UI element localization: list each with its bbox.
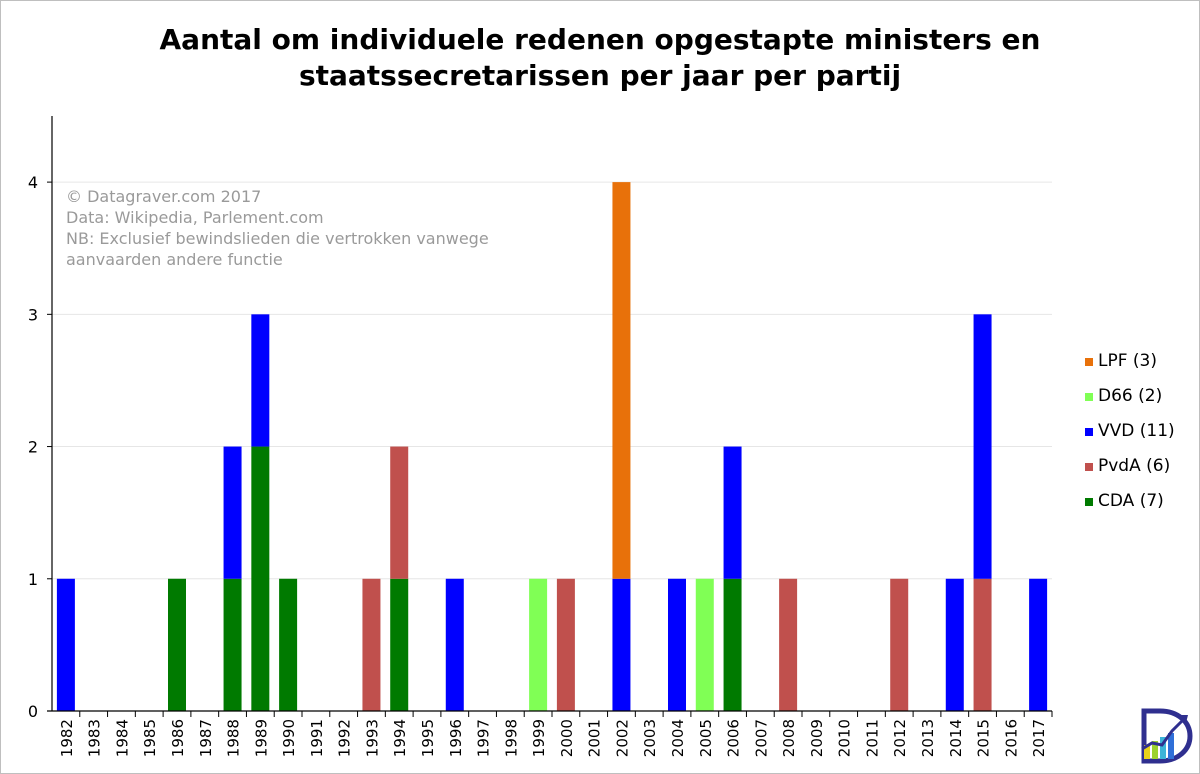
x-tick-label-2002: 2002 [613, 719, 631, 757]
x-tick-label-2008: 2008 [780, 719, 798, 757]
x-tick-label-2001: 2001 [586, 719, 604, 757]
bar-cda-1990 [279, 578, 298, 711]
y-tick-label-0: 0 [28, 702, 38, 721]
annotation-note-continued: aanvaarden andere functie [66, 250, 283, 269]
bar-vvd-1996 [445, 578, 464, 711]
legend-label-lpf: LPF (3) [1098, 351, 1157, 371]
y-tick-label-2: 2 [28, 438, 38, 457]
bar-vvd-2004 [668, 578, 686, 711]
x-tick-label-1996: 1996 [447, 719, 465, 757]
bar-cda-2006 [723, 578, 742, 711]
chart-title: Aantal om individuele redenen opgestapte… [0, 22, 1200, 94]
x-tick-label-2015: 2015 [975, 719, 993, 757]
chart-title-line-2: staatssecretarissen per jaar per partij [298, 59, 902, 92]
x-tick-label-1992: 1992 [336, 719, 354, 757]
bar-vvd-2006 [723, 446, 742, 579]
legend-label-vvd: VVD (11) [1098, 421, 1175, 441]
bar-vvd-2002 [612, 578, 631, 711]
x-tick-label-2012: 2012 [891, 719, 909, 757]
x-tick-label-2009: 2009 [808, 719, 826, 757]
chart-title-line-1: Aantal om individuele redenen opgestapte… [159, 23, 1041, 56]
bar-pvda-1994 [390, 446, 409, 579]
bar-pvda-2015 [973, 578, 992, 711]
x-tick-label-2013: 2013 [919, 719, 937, 757]
bar-vvd-1988 [223, 446, 242, 579]
bar-vvd-2015 [973, 314, 992, 579]
x-tick-label-2005: 2005 [697, 719, 715, 757]
x-tick-label-1983: 1983 [86, 719, 104, 757]
bar-lpf-2002 [612, 182, 631, 579]
x-tick-label-1987: 1987 [197, 719, 215, 757]
chart-annotation: © Datagraver.com 2017 Data: Wikipedia, P… [66, 186, 489, 270]
x-tick-label-2000: 2000 [558, 719, 576, 757]
x-tick-label-2004: 2004 [669, 719, 687, 757]
bar-vvd-2014 [945, 578, 964, 711]
bar-cda-1986 [168, 578, 186, 711]
bar-d66-2005 [695, 578, 714, 711]
x-tick-label-2011: 2011 [863, 719, 881, 757]
x-tick-label-1982: 1982 [58, 719, 76, 757]
bar-vvd-1982 [56, 578, 75, 711]
x-tick-label-1993: 1993 [363, 719, 381, 757]
x-tick-label-1999: 1999 [530, 719, 548, 757]
bar-pvda-2008 [779, 578, 798, 711]
bar-vvd-1989 [251, 314, 270, 447]
legend-label-d66: D66 (2) [1098, 386, 1163, 406]
bar-vvd-2017 [1029, 578, 1048, 711]
x-tick-label-2016: 2016 [1002, 719, 1020, 757]
x-tick-label-1989: 1989 [252, 719, 270, 757]
y-tick-label-3: 3 [28, 305, 38, 324]
annotation-data-source: Data: Wikipedia, Parlement.com [66, 208, 324, 227]
x-tick-label-2003: 2003 [641, 719, 659, 757]
x-tick-label-2006: 2006 [725, 719, 743, 757]
annotation-copyright: © Datagraver.com 2017 [66, 187, 262, 206]
x-tick-label-1990: 1990 [280, 719, 298, 757]
x-tick-label-1994: 1994 [391, 719, 409, 757]
x-tick-label-1985: 1985 [141, 719, 159, 757]
legend-label-pvda: PvdA (6) [1098, 456, 1171, 476]
bar-cda-1994 [390, 578, 409, 711]
x-tick-label-1984: 1984 [113, 719, 131, 757]
legend-swatch-d66 [1085, 393, 1093, 401]
annotation-note: NB: Exclusief bewindslieden die vertrokk… [66, 229, 489, 248]
x-tick-label-1986: 1986 [169, 719, 187, 757]
y-tick-label-1: 1 [28, 570, 38, 589]
legend-swatch-cda [1085, 498, 1093, 506]
x-tick-label-2010: 2010 [836, 719, 854, 757]
x-tick-label-1995: 1995 [419, 719, 437, 757]
bar-d66-1999 [529, 578, 548, 711]
x-tick-label-2007: 2007 [752, 719, 770, 757]
legend-swatch-lpf [1085, 358, 1093, 366]
x-tick-label-1998: 1998 [502, 719, 520, 757]
bar-pvda-2012 [890, 578, 909, 711]
legend-label-cda: CDA (7) [1098, 491, 1164, 511]
x-tick-label-1991: 1991 [308, 719, 326, 757]
x-tick-label-2017: 2017 [1030, 719, 1048, 757]
legend-swatch-vvd [1085, 428, 1093, 436]
bar-pvda-2000 [556, 578, 575, 711]
legend-swatch-pvda [1085, 463, 1093, 471]
x-tick-label-1988: 1988 [225, 719, 243, 757]
y-tick-label-4: 4 [28, 173, 38, 192]
bar-cda-1989 [251, 446, 270, 711]
bar-cda-1988 [223, 578, 242, 711]
bar-pvda-1993 [362, 578, 381, 711]
x-tick-label-1997: 1997 [475, 719, 493, 757]
datagraver-logo-icon [1141, 708, 1193, 764]
x-tick-label-2014: 2014 [947, 719, 965, 757]
